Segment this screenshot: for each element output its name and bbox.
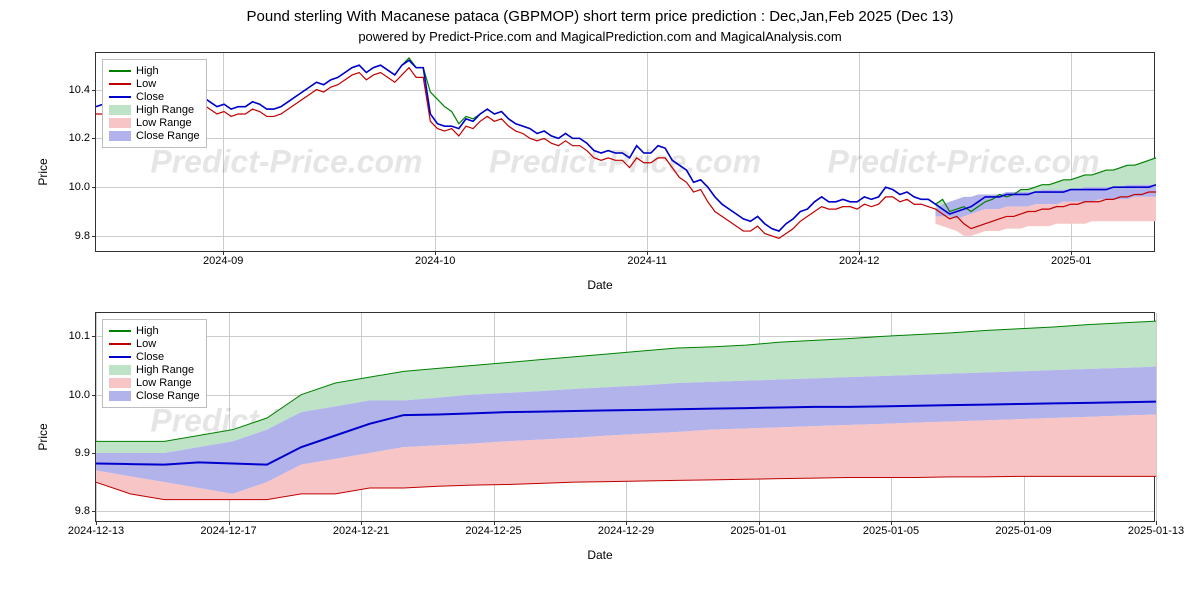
legend-item: Low — [109, 78, 200, 90]
legend-item: High Range — [109, 364, 200, 376]
x-tick-label: 2024-12 — [839, 255, 879, 267]
x-tick-label: 2025-01 — [1051, 255, 1091, 267]
legend-item: Low Range — [109, 117, 200, 129]
x-tick-label: 2024-12-25 — [465, 525, 521, 537]
x-tick-label: 2024-11 — [627, 255, 667, 267]
x-tick-label: 2025-01-13 — [1128, 525, 1184, 537]
y-tick-label: 9.9 — [75, 447, 90, 459]
legend-item: High Range — [109, 104, 200, 116]
plot-area-bottom: Predict-Price.com Predict-Price.com Pred… — [95, 312, 1155, 522]
x-tick-label: 2024-10 — [415, 255, 455, 267]
x-tick-label: 2024-09 — [203, 255, 243, 267]
x-tick-label: 2024-12-29 — [598, 525, 654, 537]
legend-item: Close — [109, 351, 200, 363]
legend: HighLowCloseHigh RangeLow RangeClose Ran… — [102, 319, 207, 408]
legend-item: High — [109, 65, 200, 77]
legend-item: Close — [109, 91, 200, 103]
x-tick-label: 2024-12-13 — [68, 525, 124, 537]
y-tick-label: 10.2 — [69, 132, 90, 144]
legend: HighLowCloseHigh RangeLow RangeClose Ran… — [102, 59, 207, 148]
plot-area-top: Predict-Price.com Predict-Price.com Pred… — [95, 52, 1155, 252]
legend-item: Close Range — [109, 390, 200, 402]
x-tick-label: 2025-01-09 — [995, 525, 1051, 537]
y-tick-label: 9.8 — [75, 230, 90, 242]
legend-item: High — [109, 325, 200, 337]
x-tick-label: 2025-01-05 — [863, 525, 919, 537]
legend-item: Low Range — [109, 377, 200, 389]
chart-top: Price Predict-Price.com Predict-Price.co… — [35, 52, 1165, 292]
x-tick-label: 2025-01-01 — [730, 525, 786, 537]
x-tick-label: 2024-12-17 — [200, 525, 256, 537]
y-tick-label: 10.4 — [69, 84, 90, 96]
y-tick-label: 10.0 — [69, 181, 90, 193]
chart-bottom: Price Predict-Price.com Predict-Price.co… — [35, 312, 1165, 562]
y-axis-label: Price — [36, 158, 50, 185]
chart-title: Pound sterling With Macanese pataca (GBP… — [247, 8, 954, 25]
y-tick-label: 10.0 — [69, 389, 90, 401]
y-tick-label: 9.8 — [75, 505, 90, 517]
x-tick-label: 2024-12-21 — [333, 525, 389, 537]
legend-item: Low — [109, 338, 200, 350]
y-tick-label: 10.1 — [69, 330, 90, 342]
x-axis-label: Date — [587, 278, 612, 292]
legend-item: Close Range — [109, 130, 200, 142]
x-axis-label: Date — [587, 548, 612, 562]
chart-subtitle: powered by Predict-Price.com and Magical… — [358, 29, 841, 44]
y-axis-label: Price — [36, 423, 50, 450]
